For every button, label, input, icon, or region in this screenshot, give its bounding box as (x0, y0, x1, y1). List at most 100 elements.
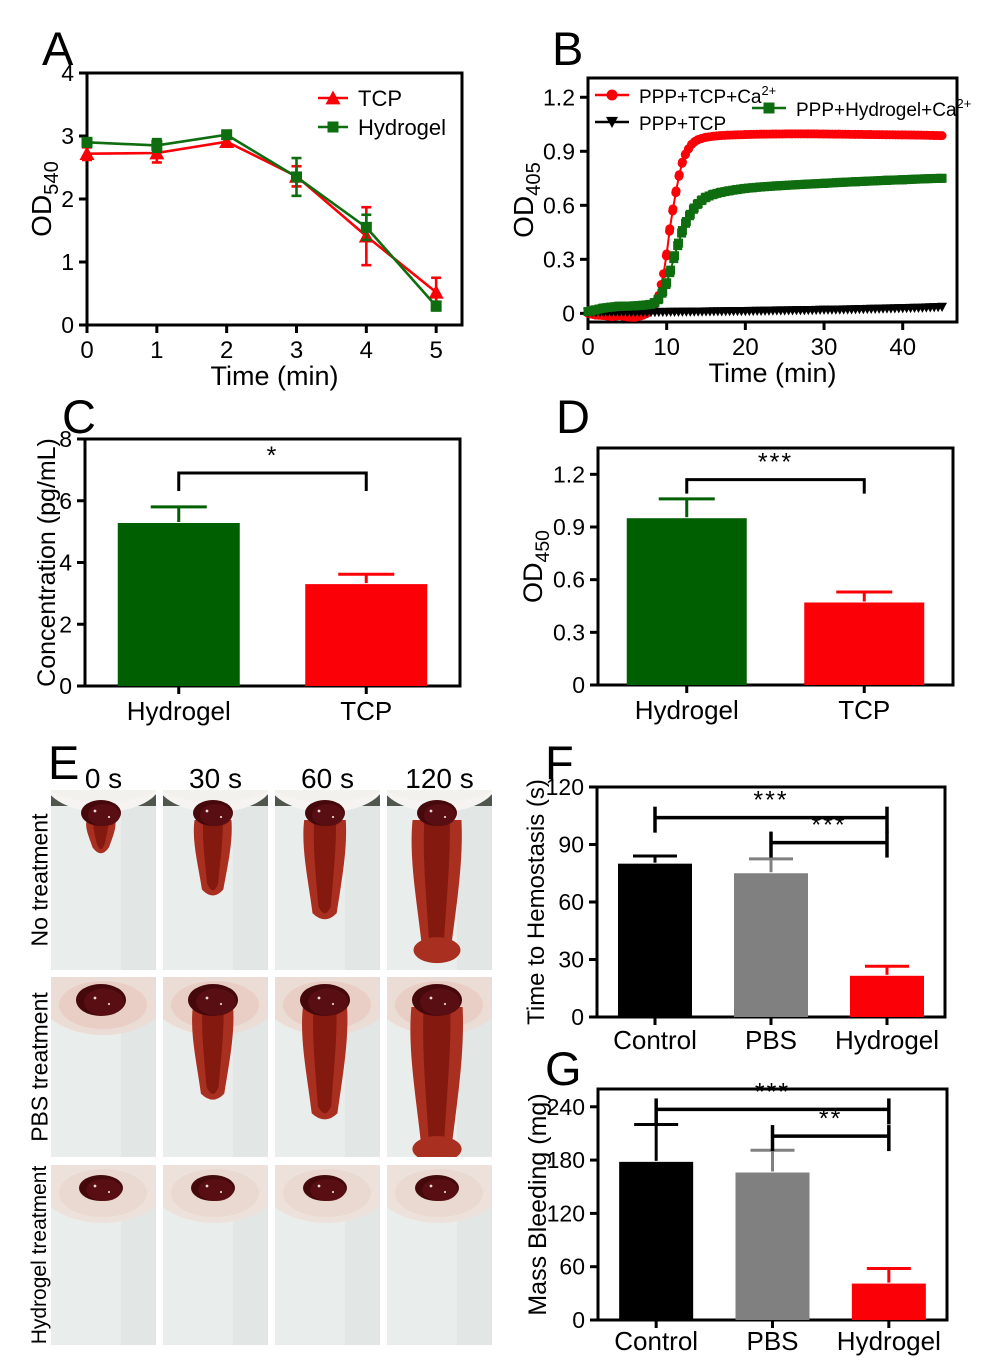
panel-d: D 0 0.3 0.6 0.9 1.2 OD450 Hydrogel TCP *** (500, 388, 982, 738)
panel-b: B 0 0.3 0.6 0.9 1.2 0 10 20 30 40 Time (min) OD405 P… (500, 15, 982, 393)
bleeding-photo (51, 790, 156, 970)
panel-f: F 0 30 60 90 120 Time to Hemostasis (s) Contro… (500, 733, 982, 1055)
significance-bracket: *** (769, 812, 889, 858)
svg-text:OD540: OD540 (26, 161, 63, 237)
panel-f-label: F (545, 736, 574, 789)
svg-text:Time to Hemostasis (s): Time to Hemostasis (s) (523, 779, 550, 1025)
svg-text:4: 4 (360, 337, 373, 364)
svg-text:3: 3 (61, 123, 74, 149)
svg-text:**: ** (819, 1105, 842, 1133)
row-label-no-treatment: No treatment (26, 813, 53, 947)
svg-text:0: 0 (61, 312, 74, 338)
bar-Hydrogel (851, 1266, 926, 1320)
svg-text:90: 90 (558, 832, 584, 858)
svg-text:TCP: TCP (838, 695, 890, 725)
significance-bracket: ** (770, 1105, 891, 1152)
svg-text:60: 60 (559, 1254, 585, 1280)
svg-text:6: 6 (59, 488, 72, 514)
svg-text:Hydrogel: Hydrogel (358, 115, 446, 140)
svg-text:Hydrogel: Hydrogel (635, 695, 739, 725)
significance-bracket: * (177, 442, 368, 491)
bar-PBS (734, 857, 808, 1017)
panel-d-chart: 0 0.3 0.6 0.9 1.2 OD450 Hydrogel TCP *** (518, 446, 955, 725)
svg-text:1.2: 1.2 (543, 84, 575, 110)
panel-c: C 0 2 4 6 8 Concentration (pg/mL) Hydrogel TCP * (30, 388, 502, 738)
legend-entry-2: PPP+Hydrogel+Ca2+ (752, 96, 971, 121)
svg-text:OD405: OD405 (508, 162, 545, 238)
bleeding-photo (163, 790, 268, 970)
panel-b-chart: 0 0.3 0.6 0.9 1.2 0 10 20 30 40 Time (min) OD405 PPP… (508, 76, 971, 388)
svg-text:0: 0 (562, 300, 575, 326)
timepoint-header-60s: 60 s (301, 763, 354, 794)
svg-text:1: 1 (61, 249, 74, 275)
svg-text:2: 2 (61, 186, 74, 212)
panel-g: G 0 60 120 180 240 Mass Bleeding (mg) Control P… (500, 1043, 982, 1364)
bar-TCP (804, 590, 925, 685)
svg-text:0: 0 (572, 1307, 585, 1333)
bleeding-photo (275, 790, 380, 970)
series-PPP+TCP+Ca (583, 129, 947, 322)
svg-text:***: *** (758, 449, 793, 477)
svg-text:TCP: TCP (340, 696, 392, 726)
bar-Control (618, 854, 692, 1017)
svg-text:20: 20 (732, 334, 759, 361)
svg-text:240: 240 (547, 1094, 585, 1120)
svg-text:0: 0 (581, 334, 594, 361)
svg-text:2: 2 (220, 337, 233, 364)
timepoint-header-120s: 120 s (405, 763, 474, 794)
svg-text:*: * (267, 442, 279, 470)
bleeding-photo (163, 977, 268, 1157)
svg-text:8: 8 (59, 426, 72, 452)
significance-bracket: *** (653, 787, 889, 833)
svg-text:PBS: PBS (746, 1326, 798, 1356)
svg-text:Time (min): Time (min) (709, 358, 837, 388)
legend-entry-0: TCP (318, 86, 402, 111)
svg-text:***: *** (753, 787, 788, 815)
bar-Control (619, 1123, 694, 1320)
svg-text:0: 0 (572, 672, 585, 698)
svg-text:0: 0 (59, 673, 72, 699)
svg-text:4: 4 (59, 550, 72, 576)
svg-text:3: 3 (290, 337, 303, 364)
svg-text:60: 60 (558, 889, 584, 915)
series-Hydrogel (81, 129, 442, 312)
bleeding-photo (387, 790, 492, 970)
svg-text:180: 180 (547, 1147, 585, 1173)
svg-text:PPP+TCP: PPP+TCP (639, 114, 726, 135)
bleeding-photo (163, 1165, 268, 1345)
svg-text:0.6: 0.6 (553, 567, 585, 593)
timepoint-header-0s: 0 s (84, 763, 123, 794)
svg-text:1: 1 (150, 337, 163, 364)
timepoint-header-30s: 30 s (189, 763, 242, 794)
svg-text:0: 0 (571, 1004, 584, 1030)
svg-text:Control: Control (613, 1025, 697, 1055)
panel-b-label: B (552, 22, 584, 75)
svg-text:Mass Bleeding (mg): Mass Bleeding (mg) (524, 1093, 552, 1315)
panel-a-chart: 0 1 2 3 4 0 1 2 3 4 5 Time (min) OD540 TCP Hydrogel (26, 60, 464, 391)
svg-text:Time (min): Time (min) (211, 361, 339, 391)
svg-text:0.3: 0.3 (553, 619, 585, 645)
svg-text:0.9: 0.9 (553, 514, 585, 540)
svg-text:30: 30 (558, 947, 584, 973)
bleeding-photo (387, 977, 492, 1157)
svg-text:0: 0 (80, 337, 93, 364)
panel-e: E 0 s 30 s 60 s 120 s No treatment PBS t… (26, 733, 505, 1358)
svg-text:Hydrogel: Hydrogel (835, 1025, 939, 1055)
bleeding-photo (387, 1165, 492, 1345)
bleeding-photo (275, 977, 380, 1157)
svg-text:40: 40 (889, 334, 916, 361)
svg-text:Control: Control (614, 1326, 698, 1356)
panel-g-label: G (545, 1042, 582, 1095)
svg-text:5: 5 (429, 337, 442, 364)
panel-d-label: D (556, 390, 590, 443)
bleeding-photo (275, 1165, 380, 1345)
significance-bracket: *** (685, 449, 866, 494)
bar-Hydrogel (626, 497, 747, 685)
svg-text:120: 120 (546, 774, 584, 800)
svg-text:TCP: TCP (358, 86, 402, 111)
